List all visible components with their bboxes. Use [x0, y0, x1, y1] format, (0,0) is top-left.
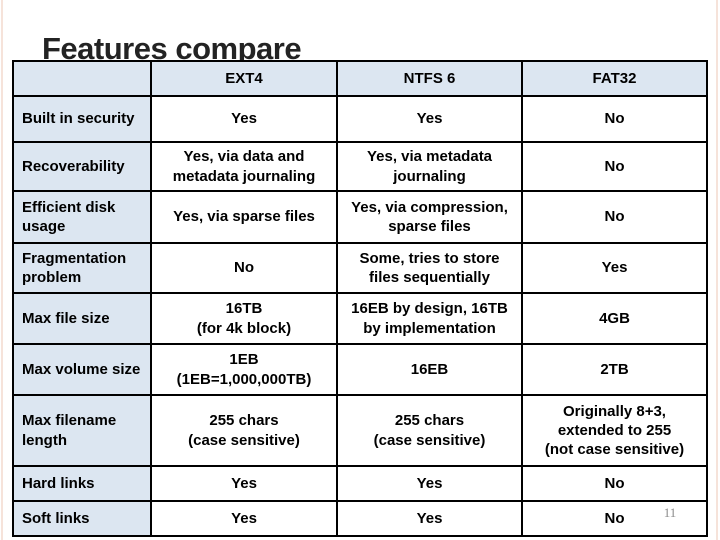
feature-value-cell: 255 chars (case sensitive) — [336, 394, 523, 467]
table-body: Built in security Yes Yes No Recoverability Y… — [12, 95, 708, 537]
table-row: Fragmentation problem No Some, tries to st… — [12, 242, 708, 294]
table-row: Max file size 16TB (for 4k block) 16EB by … — [12, 292, 708, 345]
feature-value-cell: Originally 8+3, extended to 255 (not cas… — [521, 394, 708, 467]
corner-cell — [12, 60, 152, 97]
feature-label: Built in security — [12, 95, 152, 143]
feature-value-cell: Yes — [336, 500, 523, 537]
table-row: Max filename length 255 chars (case sensi… — [12, 394, 708, 467]
feature-value-cell: 1EB (1EB=1,000,000TB) — [150, 343, 338, 396]
column-header-fat32: FAT32 — [521, 60, 708, 97]
feature-value-cell: 16TB (for 4k block) — [150, 292, 338, 345]
feature-value-cell: No — [521, 190, 708, 244]
feature-label: Hard links — [12, 465, 152, 502]
column-header-ext4: EXT4 — [150, 60, 338, 97]
filesystem-comparison-table: EXT4 NTFS 6 FAT32 Built in security Yes Yes N… — [12, 60, 708, 537]
table-row: Max volume size 1EB (1EB=1,000,000TB) 16EB… — [12, 343, 708, 396]
feature-value-cell: Yes — [150, 500, 338, 537]
feature-value-cell: Yes, via data and metadata journaling — [150, 141, 338, 192]
feature-label: Recoverability — [12, 141, 152, 192]
feature-value-cell: Yes — [336, 465, 523, 502]
table-header-row: EXT4 NTFS 6 FAT32 — [12, 60, 708, 97]
feature-value-cell: Yes, via sparse files — [150, 190, 338, 244]
feature-label: Max file size — [12, 292, 152, 345]
feature-value-cell: 4GB — [521, 292, 708, 345]
table-row: Hard links Yes Yes No — [12, 465, 708, 502]
feature-value-cell: Yes, via metadata journaling — [336, 141, 523, 192]
feature-value-cell: Yes — [150, 95, 338, 143]
table-row: Soft links Yes Yes No — [12, 500, 708, 537]
feature-value-cell: Yes, via compression, sparse files — [336, 190, 523, 244]
feature-value-cell: Yes — [521, 242, 708, 294]
feature-value-cell: Yes — [336, 95, 523, 143]
page-number: 11 — [663, 505, 677, 520]
feature-value-cell: No — [521, 500, 708, 537]
table-row: Built in security Yes Yes No — [12, 95, 708, 143]
feature-value-cell: No — [150, 242, 338, 294]
slide-right-edge — [716, 0, 718, 540]
feature-label: Max filename length — [12, 394, 152, 467]
feature-label: Soft links — [12, 500, 152, 537]
feature-value-cell: No — [521, 95, 708, 143]
feature-value-cell: No — [521, 465, 708, 502]
feature-value-cell: 16EB by design, 16TB by implementation — [336, 292, 523, 345]
feature-value-cell: 2TB — [521, 343, 708, 396]
table-row: Efficient disk usage Yes, via sparse file… — [12, 190, 708, 244]
table-row: Recoverability Yes, via data and metadata… — [12, 141, 708, 192]
feature-label: Efficient disk usage — [12, 190, 152, 244]
feature-value-cell: 16EB — [336, 343, 523, 396]
feature-label: Max volume size — [12, 343, 152, 396]
column-header-ntfs-6: NTFS 6 — [336, 60, 523, 97]
feature-value-cell: Yes — [150, 465, 338, 502]
feature-label: Fragmentation problem — [12, 242, 152, 294]
feature-value-cell: Some, tries to store files sequentially — [336, 242, 523, 294]
feature-value-cell: 255 chars (case sensitive) — [150, 394, 338, 467]
slide-title: Features compare — [42, 30, 302, 66]
feature-value-cell: No — [521, 141, 708, 192]
slide-left-edge — [1, 0, 3, 540]
